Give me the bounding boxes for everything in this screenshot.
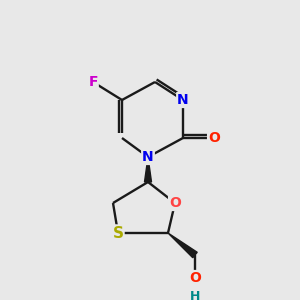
Text: H: H (190, 290, 200, 300)
Polygon shape (168, 233, 197, 258)
Text: O: O (169, 196, 181, 210)
Text: O: O (208, 131, 220, 145)
Polygon shape (145, 157, 152, 182)
Text: O: O (189, 271, 201, 285)
Text: N: N (177, 93, 189, 107)
Text: S: S (112, 226, 124, 241)
Text: F: F (88, 75, 98, 89)
Text: N: N (142, 150, 154, 164)
